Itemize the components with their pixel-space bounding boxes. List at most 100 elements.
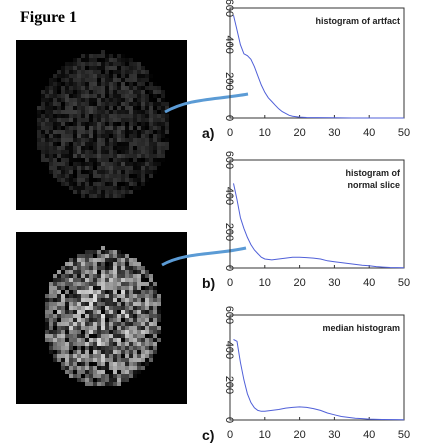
pixel xyxy=(117,126,121,130)
pixel xyxy=(141,146,145,150)
y-tick-label: 400 xyxy=(223,35,235,53)
pixel xyxy=(145,162,149,166)
pixel xyxy=(121,114,125,118)
x-tick-label: 50 xyxy=(398,429,410,441)
pixel xyxy=(77,290,81,294)
pixel xyxy=(101,170,105,174)
pixel xyxy=(85,286,89,290)
pixel xyxy=(93,330,97,334)
pixel xyxy=(117,182,121,186)
pixel xyxy=(61,110,65,114)
pixel xyxy=(101,114,105,118)
pixel xyxy=(129,338,133,342)
pixel xyxy=(85,354,89,358)
pixel xyxy=(73,86,77,90)
pixel xyxy=(53,118,57,122)
pixel xyxy=(81,178,85,182)
pixel xyxy=(125,322,129,326)
pixel xyxy=(125,166,129,170)
pixel xyxy=(145,134,149,138)
pixel xyxy=(121,314,125,318)
pixel xyxy=(101,150,105,154)
pixel xyxy=(157,158,161,162)
pixel xyxy=(81,282,85,286)
pixel xyxy=(41,94,45,98)
panel-label: b) xyxy=(202,275,215,291)
pixel xyxy=(61,302,65,306)
pixel xyxy=(97,190,101,194)
pixel xyxy=(145,74,149,78)
pixel xyxy=(97,350,101,354)
pixel xyxy=(149,358,153,362)
pixel xyxy=(137,70,141,74)
pixel xyxy=(153,150,157,154)
pixel xyxy=(137,154,141,158)
pixel xyxy=(77,346,81,350)
pixel xyxy=(149,98,153,102)
pixel xyxy=(89,78,93,82)
pixel xyxy=(61,322,65,326)
pixel xyxy=(81,334,85,338)
pixel xyxy=(57,138,61,142)
pixel xyxy=(121,138,125,142)
pixel xyxy=(137,354,141,358)
pixel xyxy=(69,286,73,290)
pixel xyxy=(81,150,85,154)
axes-frame xyxy=(229,314,405,421)
pixel xyxy=(89,322,93,326)
pixel xyxy=(97,294,101,298)
pixel xyxy=(125,282,129,286)
pixel xyxy=(157,310,161,314)
pixel xyxy=(109,106,113,110)
pixel xyxy=(69,338,73,342)
pixel xyxy=(93,162,97,166)
pixel xyxy=(125,318,129,322)
pixel xyxy=(93,174,97,178)
pixel xyxy=(85,142,89,146)
pixel xyxy=(113,302,117,306)
pixel xyxy=(73,362,77,366)
pixel xyxy=(165,106,169,110)
pixel xyxy=(81,270,85,274)
pixel xyxy=(125,74,129,78)
pixel xyxy=(57,106,61,110)
pixel xyxy=(97,138,101,142)
pixel xyxy=(73,178,77,182)
x-tick-label: 0 xyxy=(227,127,233,139)
pixel xyxy=(149,118,153,122)
pixel xyxy=(97,266,101,270)
pixel xyxy=(129,278,133,282)
pixel xyxy=(113,378,117,382)
pixel xyxy=(81,54,85,58)
pixel xyxy=(97,358,101,362)
pixel xyxy=(89,110,93,114)
pixel xyxy=(73,374,77,378)
pixel xyxy=(145,86,149,90)
y-tick-label: 200 xyxy=(223,223,235,241)
pixel xyxy=(117,306,121,310)
pixel xyxy=(101,346,105,350)
pixel xyxy=(65,310,69,314)
pixel xyxy=(137,62,141,66)
pixel xyxy=(101,278,105,282)
pixel xyxy=(145,154,149,158)
pixel xyxy=(57,290,61,294)
pixel xyxy=(105,170,109,174)
pixel xyxy=(69,374,73,378)
pixel xyxy=(69,110,73,114)
pixel xyxy=(117,74,121,78)
pixel xyxy=(149,334,153,338)
pixel xyxy=(109,278,113,282)
pixel xyxy=(65,126,69,130)
pixel xyxy=(157,298,161,302)
pixel xyxy=(137,78,141,82)
pixel xyxy=(85,162,89,166)
pixel xyxy=(61,150,65,154)
pixel xyxy=(105,58,109,62)
pixel xyxy=(137,350,141,354)
pixel xyxy=(141,338,145,342)
pixel xyxy=(61,290,65,294)
pixel xyxy=(57,118,61,122)
pixel xyxy=(105,98,109,102)
pixel xyxy=(73,90,77,94)
